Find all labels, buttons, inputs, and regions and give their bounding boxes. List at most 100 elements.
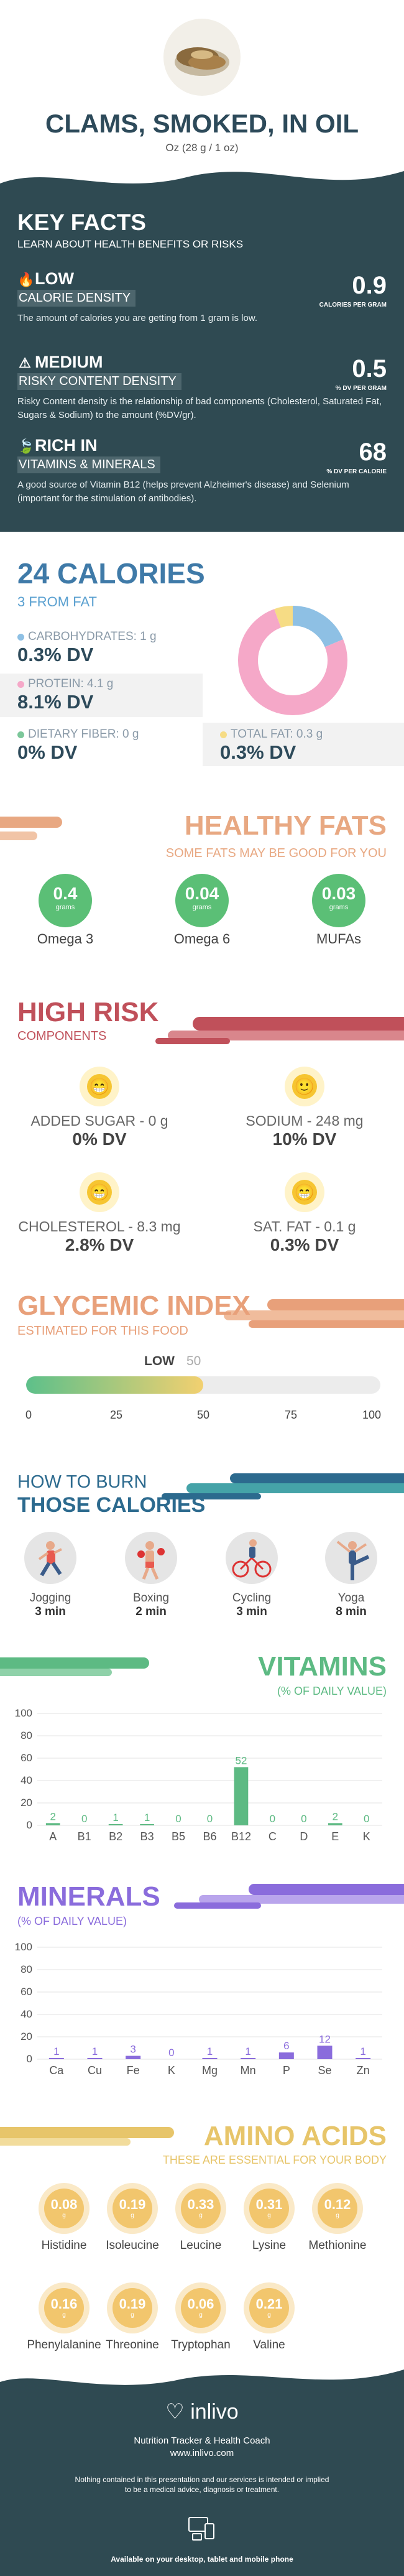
bar-value-label: 12: [319, 2033, 331, 2045]
bar-Cu: [87, 2058, 103, 2059]
burn-subtitle: THOSE CALORIES: [17, 1493, 206, 1517]
amino-item: 0.19 g Threonine: [92, 2282, 173, 2352]
risk-name: CHOLESTEROL - 8.3 mg: [18, 1218, 181, 1235]
footer-disclaimer: to be a medical advice, diagnosis or tre…: [124, 2485, 280, 2494]
fact-label: VITAMINS & MINERALS: [17, 456, 160, 473]
amino-value: 0.16: [50, 2296, 78, 2312]
risk-dv: 2.8% DV: [65, 1235, 134, 1254]
macro-dv: 0.3% DV: [220, 741, 296, 763]
y-tick-label: 20: [21, 1797, 32, 1809]
amino-value: 0.19: [119, 2197, 146, 2212]
activity-item: Cycling 3 min: [211, 1532, 292, 1619]
amino-acids-section: AMINO ACIDS THESE ARE ESSENTIAL FOR YOUR…: [0, 2096, 404, 2363]
bar-Fe: [126, 2055, 141, 2059]
y-tick-label: 0: [27, 1819, 32, 1831]
y-tick-label: 40: [21, 1774, 32, 1786]
minerals-bar-chart: 0 20 40 60 80 100 1 Ca 1 Cu 3 Fe 0 K 1 Mg 1 Mn 6 P 12 Se 1 Zn: [15, 1941, 382, 2077]
inlivo-logo[interactable]: ♡ inlivo: [0, 2399, 404, 2424]
bar-value-label: 1: [360, 2046, 365, 2057]
decorative-stripes: [155, 1017, 404, 1044]
risk-item: 🙂 SODIUM - 248 mg 10% DV: [211, 1067, 398, 1149]
activity-time: 3 min: [35, 1605, 66, 1618]
activity-time: 2 min: [135, 1605, 167, 1618]
activity-item: Boxing 2 min: [111, 1532, 191, 1619]
bar-value-label: 0: [364, 1813, 369, 1825]
risk-dv: 10% DV: [272, 1129, 337, 1149]
amino-subtitle: THESE ARE ESSENTIAL FOR YOUR BODY: [162, 2154, 387, 2166]
amino-badge: 0.08 g: [39, 2183, 90, 2234]
calories-donut-chart: [238, 606, 347, 715]
x-tick-label: K: [363, 1830, 370, 1843]
vitamins-title: VITAMINS: [258, 1651, 387, 1682]
glycemic-tick: 50: [196, 1409, 210, 1421]
bar-A: [45, 1823, 60, 1825]
x-tick-label: Se: [318, 2064, 331, 2077]
macro-name: DIETARY FIBER: 0 g: [28, 728, 139, 741]
bar-value-label: 52: [235, 1754, 247, 1766]
activity-name: Cycling: [232, 1591, 272, 1605]
flame-icon: 🔥: [17, 271, 35, 287]
fact-vitamins-minerals: 🍃 RICH IN VITAMINS & MINERALS A good sour…: [17, 436, 387, 506]
macro-name: TOTAL FAT: 0.3 g: [231, 728, 323, 741]
serving-size: Oz (28 g / 1 oz): [165, 142, 239, 154]
amino-unit: g: [336, 2212, 339, 2219]
fact-description: A good source of Vitamin B12 (helps prev…: [17, 480, 349, 504]
amino-item: 0.19 g Isoleucine: [92, 2183, 173, 2253]
decorative-stripes: [0, 1657, 149, 1676]
fact-unit: CALORIES PER GRAM: [319, 302, 387, 308]
amino-value: 0.06: [187, 2296, 214, 2312]
amino-unit: g: [62, 2312, 66, 2319]
bar-B2: [108, 1824, 123, 1825]
glycemic-value: 50: [186, 1354, 201, 1368]
y-tick-label: 40: [21, 2008, 32, 2020]
footer-availability: Available on your desktop, tablet and mo…: [111, 2555, 293, 2564]
amino-value: 0.19: [119, 2296, 146, 2312]
amino-value: 0.33: [187, 2197, 214, 2212]
minerals-section: MINERALS (% OF DAILY VALUE) 0 20 40 60 80 100…: [0, 1856, 404, 2096]
logo-text: inlivo: [190, 2400, 239, 2424]
bar-value-label: 0: [301, 1813, 306, 1825]
fat-name: Omega 6: [173, 931, 231, 947]
x-tick-label: K: [168, 2064, 175, 2077]
wave-divider: [0, 159, 404, 183]
fat-item: 0.03 grams MUFAs: [292, 874, 385, 947]
smiley-icon: 😁: [80, 1067, 119, 1106]
bar-Zn: [356, 2058, 371, 2059]
burn-calories-section: HOW TO BURN THOSE CALORIES Jogging 3 min…: [0, 1465, 404, 1645]
macro-name: CARBOHYDRATES: 1 g: [28, 630, 157, 643]
activity-name: Boxing: [132, 1591, 170, 1605]
fat-unit: grams: [55, 904, 75, 911]
vitamins-section: VITAMINS (% OF DAILY VALUE) 0 20 40 60 80 100…: [0, 1645, 404, 1856]
footer-tagline: Nutrition Tracker & Health Coach: [134, 2435, 270, 2446]
bar-value-label: 0: [81, 1813, 87, 1825]
warning-icon: ⚠: [19, 354, 31, 371]
fat-item: 0.4 grams Omega 3: [19, 874, 112, 947]
key-facts-subtitle: LEARN ABOUT HEALTH BENEFITS OR RISKS: [17, 238, 244, 250]
bar-E: [328, 1823, 342, 1825]
fact-unit: % DV PER GRAM: [335, 385, 387, 392]
high-risk-title: HIGH RISK: [17, 997, 159, 1027]
vitamins-bar-chart: 0 20 40 60 80 100 2 A 0 B1 1 B2 1 B3 0 B5 0 B6 52 B12 0 C 0 D 2 E…: [15, 1707, 382, 1843]
x-tick-label: Fe: [127, 2064, 140, 2077]
footer: ♡ inlivo Nutrition Tracker & Health Coac…: [0, 2363, 404, 2576]
yoga-icon: [325, 1532, 377, 1584]
amino-badge: 0.31 g: [244, 2183, 295, 2234]
footer-url[interactable]: www.inlivo.com: [170, 2448, 234, 2458]
amino-unit: g: [199, 2212, 203, 2219]
amino-name: Isoleucine: [106, 2239, 159, 2252]
amino-item: 0.21 g Valine: [229, 2282, 310, 2352]
decorative-stripes: [174, 1884, 404, 1909]
bar-value-label: 1: [112, 1812, 118, 1823]
amino-unit: g: [267, 2212, 271, 2219]
amino-badge: 0.21 g: [244, 2282, 295, 2333]
x-tick-label: Ca: [49, 2064, 64, 2077]
glycemic-bar: [26, 1376, 380, 1394]
risk-name: SAT. FAT - 0.1 g: [253, 1218, 356, 1235]
bar-value-label: 2: [333, 1810, 338, 1822]
x-tick-label: B2: [109, 1830, 122, 1843]
x-tick-label: D: [300, 1830, 308, 1843]
fact-level: RICH IN: [35, 436, 98, 455]
amino-unit: g: [199, 2312, 203, 2319]
x-tick-label: B12: [231, 1830, 251, 1843]
legend-dot: [17, 731, 24, 738]
